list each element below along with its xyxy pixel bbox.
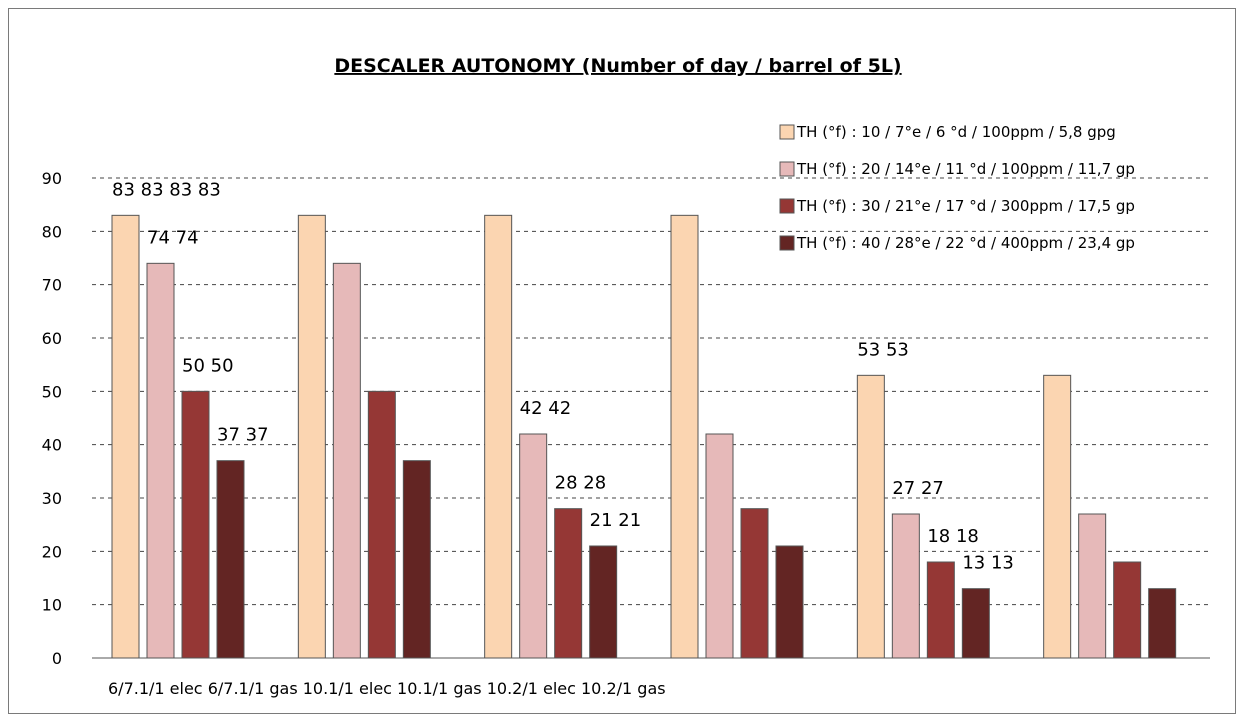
- data-labels: 83 83 83 83 74 74 50 50 37 37 42 42 28 28 21 2…: [112, 179, 1014, 573]
- data-label: 42 42: [520, 398, 572, 419]
- bars: [111, 214, 1177, 659]
- data-label: 28 28: [555, 473, 607, 494]
- bar-s1-c4: [670, 214, 699, 659]
- bar-s4-c2: [402, 460, 431, 659]
- y-tick-label: 70: [42, 276, 62, 295]
- chart-frame: [8, 8, 1236, 714]
- data-label: 50 50: [182, 355, 234, 376]
- y-tick-label: 30: [42, 489, 62, 508]
- y-tick-label: 60: [42, 329, 62, 348]
- data-label: 21 21: [590, 510, 642, 531]
- legend-label-4: TH (°f) : 40 / 28°e / 22 °d / 400ppm / 2…: [796, 234, 1135, 252]
- y-tick-label: 90: [42, 169, 62, 188]
- data-label: 74 74: [147, 227, 199, 248]
- data-label: 27 27: [892, 478, 944, 499]
- bar-s2-c4: [705, 433, 734, 659]
- y-tick-label: 20: [42, 542, 62, 561]
- bar-s2-c6: [1078, 513, 1107, 659]
- legend-label-2: TH (°f) : 20 / 14°e / 11 °d / 100ppm / 1…: [796, 160, 1135, 178]
- bar-s2-c3: [519, 433, 548, 659]
- bar-s4-c6: [1148, 588, 1177, 659]
- y-tick-label: 0: [52, 649, 62, 668]
- bar-s3-c4: [740, 508, 769, 659]
- y-tick-label: 40: [42, 436, 62, 455]
- legend-swatch-3: [779, 198, 795, 214]
- data-label: 13 13: [962, 553, 1014, 574]
- legend: TH (°f) : 10 / 7°e / 6 °d / 100ppm / 5,8…: [779, 123, 1135, 252]
- legend-swatch-1: [779, 124, 795, 140]
- bar-s2-c1: [146, 262, 175, 659]
- bar-s1-c3: [484, 214, 513, 659]
- x-axis-category-labels: 6/7.1/1 elec 6/7.1/1 gas 10.1/1 elec 10.…: [108, 679, 666, 698]
- bar-s4-c1: [216, 460, 245, 659]
- bar-s3-c5: [926, 561, 955, 659]
- bar-s3-c6: [1113, 561, 1142, 659]
- chart-title: DESCALER AUTONOMY (Number of day / barre…: [334, 55, 901, 77]
- bar-s1-c5: [856, 374, 885, 659]
- data-label: 83 83 83 83: [112, 179, 221, 200]
- y-tick-label: 80: [42, 222, 62, 241]
- bar-s3-c3: [554, 508, 583, 659]
- data-label: 37 37: [217, 425, 269, 446]
- legend-swatch-4: [779, 235, 795, 251]
- bar-s3-c1: [181, 390, 210, 659]
- y-tick-label: 50: [42, 382, 62, 401]
- bar-s4-c3: [589, 545, 618, 659]
- y-axis-ticks: 0 10 20 30 40 50 60 70 80 90: [42, 169, 62, 668]
- data-label: 18 18: [927, 526, 979, 547]
- bar-s2-c2: [332, 262, 361, 659]
- legend-label-1: TH (°f) : 10 / 7°e / 6 °d / 100ppm / 5,8…: [796, 123, 1116, 141]
- data-label: 53 53: [857, 339, 909, 360]
- bar-s4-c5: [961, 588, 990, 659]
- legend-swatch-2: [779, 161, 795, 177]
- grid-lines: [92, 177, 1210, 659]
- legend-label-3: TH (°f) : 30 / 21°e / 17 °d / 300ppm / 1…: [796, 197, 1135, 215]
- y-tick-label: 10: [42, 596, 62, 615]
- bar-s4-c4: [775, 545, 804, 659]
- bar-s1-c1: [111, 214, 140, 659]
- bar-s2-c5: [891, 513, 920, 659]
- bar-s1-c2: [297, 214, 326, 659]
- bar-s3-c2: [367, 390, 396, 659]
- bar-s1-c6: [1043, 374, 1072, 659]
